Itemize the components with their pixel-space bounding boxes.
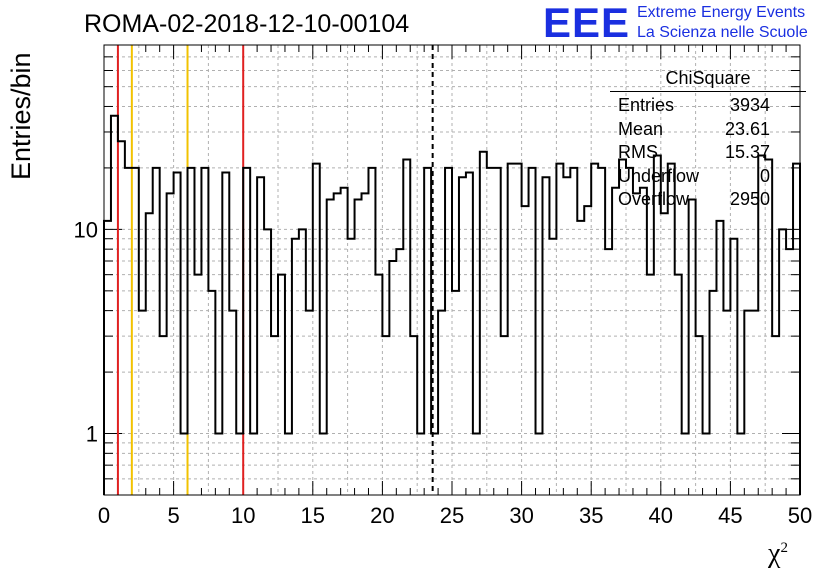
- x-tick-label: 20: [370, 503, 394, 528]
- plot-frame: [103, 44, 801, 496]
- x-tick-label: 25: [440, 503, 464, 528]
- x-tick-label: 15: [301, 503, 325, 528]
- x-tick-label: 30: [509, 503, 533, 528]
- stats-value: 2950: [729, 189, 770, 209]
- x-tick-label: 0: [98, 503, 110, 528]
- histogram-series: [103, 114, 801, 495]
- stats-label: Entries: [618, 95, 675, 115]
- x-tick-label: 40: [649, 503, 673, 528]
- x-tick-label: 5: [167, 503, 179, 528]
- y-axis-label: Entries/bin: [6, 52, 36, 180]
- stats-label: RMS: [618, 142, 658, 162]
- stats-value: 0: [759, 165, 770, 186]
- x-tick-label: 35: [579, 503, 603, 528]
- stats-label: Overflow: [618, 189, 690, 209]
- stats-value: 23.61: [724, 118, 770, 139]
- x-axis-label: χ2: [768, 538, 788, 570]
- stats-row-underflow: Underflow 0: [610, 165, 806, 189]
- logo-line-2: La Scienza nelle Scuole: [637, 24, 808, 41]
- stats-value: 15.37: [724, 142, 770, 162]
- eee-logo: EEE: [543, 0, 631, 46]
- stats-box: ChiSquare Entries 3934 Mean 23.61 RMS 15.37…: [610, 68, 806, 212]
- stats-title: ChiSquare: [665, 68, 751, 88]
- stats-divider: [610, 91, 806, 92]
- stats-value: 3934: [729, 95, 770, 115]
- x-axis-label-base: χ: [768, 538, 781, 569]
- x-axis-label-superscript: 2: [780, 540, 788, 556]
- logo-line-1: Extreme Energy Events: [637, 4, 806, 21]
- stats-row-mean: Mean 23.61: [610, 118, 806, 142]
- stats-row-rms: RMS 15.37: [610, 141, 806, 165]
- stats-label: Underflow: [618, 165, 700, 186]
- stats-row-entries: Entries 3934: [610, 94, 806, 118]
- stats-label: Mean: [618, 118, 664, 139]
- x-tick-label: 10: [231, 503, 255, 528]
- y-tick-label: 1: [86, 422, 98, 447]
- x-tick-label: 50: [788, 503, 812, 528]
- chart-title: ROMA-02-2018-12-10-00104: [84, 10, 410, 38]
- x-tick-label: 45: [718, 503, 742, 528]
- y-tick-label: 10: [74, 217, 98, 242]
- stats-row-overflow: Overflow 2950: [610, 188, 806, 212]
